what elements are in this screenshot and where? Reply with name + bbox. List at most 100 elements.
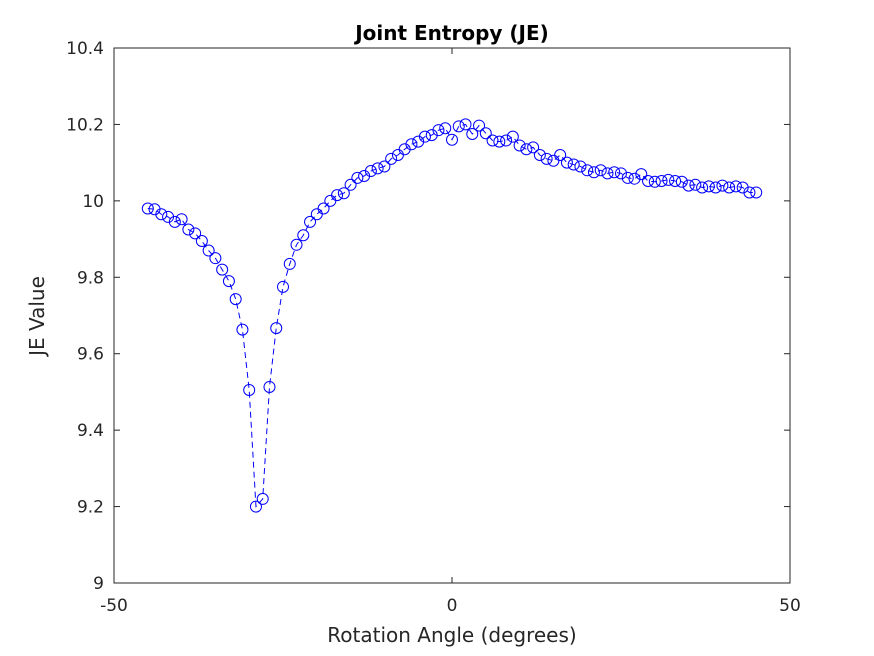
data-point xyxy=(195,234,208,247)
y-tick-label: 9.2 xyxy=(77,498,104,518)
data-point xyxy=(317,202,330,215)
data-point xyxy=(696,181,709,194)
y-tick-label: 10.4 xyxy=(66,39,104,59)
data-point xyxy=(175,213,188,226)
data-point xyxy=(716,179,729,192)
data-point xyxy=(533,149,546,161)
data-point xyxy=(277,280,289,293)
data-point xyxy=(513,139,526,152)
data-point xyxy=(459,118,472,131)
data-point xyxy=(560,156,573,169)
x-axis-label: Rotation Angle (degrees) xyxy=(327,623,576,647)
data-point xyxy=(297,229,310,242)
data-point xyxy=(642,174,655,187)
x-tick-label: 0 xyxy=(447,596,458,616)
data-point xyxy=(270,322,283,335)
data-point xyxy=(500,134,513,147)
plot-area xyxy=(114,48,790,583)
data-point xyxy=(466,127,479,140)
data-point xyxy=(662,173,675,186)
data-point xyxy=(439,122,452,135)
y-tick-label: 9.8 xyxy=(77,268,104,288)
data-point xyxy=(669,174,682,187)
data-point xyxy=(574,160,587,173)
data-point xyxy=(304,215,317,228)
data-point xyxy=(675,175,688,188)
data-point xyxy=(290,238,303,251)
data-point xyxy=(628,172,641,185)
data-point xyxy=(283,257,296,270)
data-point xyxy=(364,165,377,178)
data-point xyxy=(473,119,486,132)
y-tick-label: 9 xyxy=(93,574,104,594)
data-point xyxy=(743,186,756,199)
x-tick-label: 50 xyxy=(779,596,801,616)
data-point xyxy=(405,138,418,151)
data-point xyxy=(723,181,736,194)
data-point xyxy=(527,141,540,154)
y-tick-label: 10.2 xyxy=(66,115,104,135)
data-point xyxy=(594,164,607,177)
data-point xyxy=(493,135,506,148)
data-point xyxy=(182,223,195,236)
data-point xyxy=(337,187,350,200)
data-point xyxy=(479,127,492,140)
data-point xyxy=(249,500,262,513)
y-tick-label: 10 xyxy=(82,192,104,212)
data-point xyxy=(344,178,357,191)
data-point xyxy=(702,180,715,193)
data-point xyxy=(615,167,627,180)
data-point xyxy=(587,166,600,179)
data-point xyxy=(351,171,364,184)
data-point xyxy=(540,152,553,165)
data-point xyxy=(229,293,242,306)
chart-title: Joint Entropy (JE) xyxy=(353,21,549,45)
data-point xyxy=(189,227,202,240)
data-point xyxy=(689,178,702,191)
data-point xyxy=(331,189,344,202)
data-point xyxy=(520,143,533,156)
data-point xyxy=(236,323,249,336)
series-layer xyxy=(141,118,763,513)
data-point xyxy=(682,179,695,192)
x-tick-label: -50 xyxy=(100,596,128,616)
data-point xyxy=(385,152,398,165)
data-point xyxy=(168,215,181,228)
data-point xyxy=(209,252,222,265)
data-point xyxy=(729,180,742,193)
data-point xyxy=(263,380,276,393)
data-point xyxy=(202,244,215,257)
data-point xyxy=(446,133,458,146)
data-point xyxy=(506,130,519,143)
series-line xyxy=(147,123,757,508)
data-point xyxy=(243,384,256,397)
data-point xyxy=(486,134,499,147)
data-point xyxy=(608,166,621,179)
data-point xyxy=(378,160,391,173)
data-point xyxy=(635,168,648,181)
data-point xyxy=(216,263,229,276)
data-point xyxy=(371,162,384,175)
data-point xyxy=(432,124,445,137)
data-point xyxy=(452,120,465,133)
data-point xyxy=(750,186,763,199)
data-point xyxy=(155,208,168,221)
data-point xyxy=(567,158,580,171)
data-point xyxy=(141,202,154,215)
data-point xyxy=(709,181,722,194)
data-point xyxy=(256,492,269,505)
y-tick-label: 9.4 xyxy=(77,421,104,441)
data-point xyxy=(601,167,614,180)
data-point xyxy=(222,275,235,288)
y-axis-label: JE Value xyxy=(25,276,49,358)
data-point xyxy=(581,164,594,177)
data-point xyxy=(418,130,431,143)
data-point xyxy=(648,175,661,188)
ticks-layer: -50 0 50 9 9.2 9.4 9.6 9.8 10 10.2 10.4 xyxy=(66,39,801,616)
y-tick-label: 9.6 xyxy=(77,345,104,365)
data-point xyxy=(621,171,634,184)
data-point xyxy=(655,174,668,187)
data-point xyxy=(554,149,567,161)
